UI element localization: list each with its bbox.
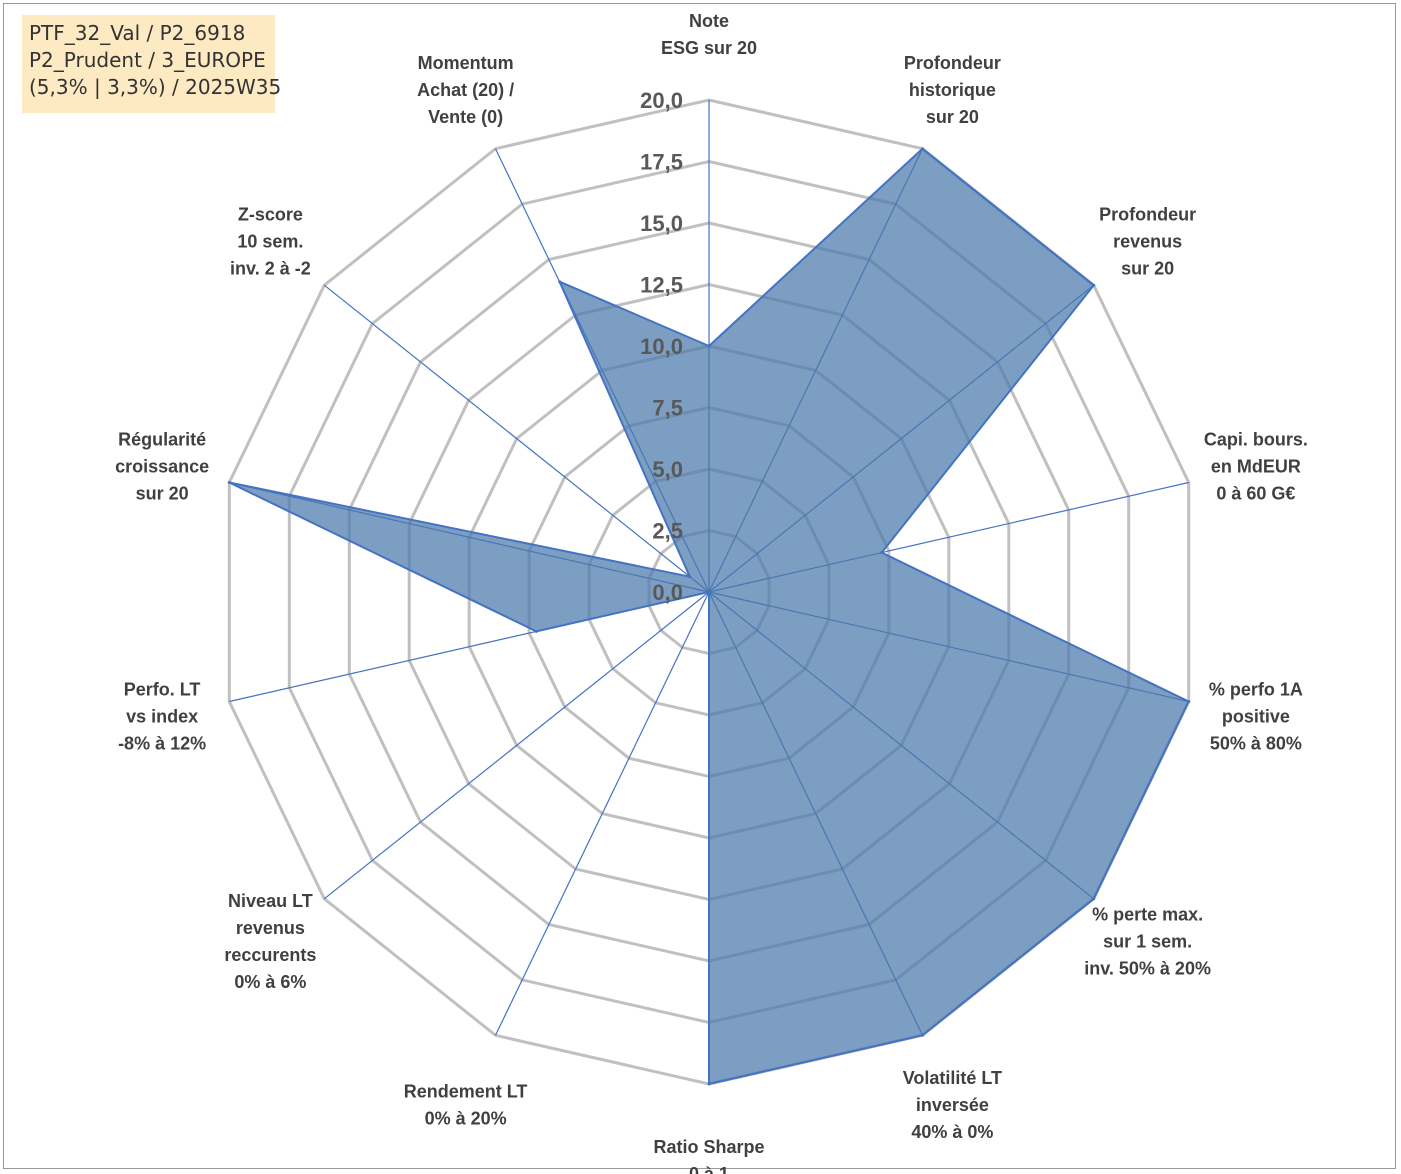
axis-label-9-line-1: revenus [236, 918, 305, 938]
axis-label-7-line-0: Ratio Sharpe [653, 1137, 764, 1157]
data-point-12 [688, 575, 692, 579]
axis-label-7: Ratio Sharpe 0 à 1 [653, 1137, 764, 1174]
data-point-10 [534, 629, 538, 633]
tick-label-2: 5,0 [652, 457, 683, 482]
axis-label-11-line-2: sur 20 [136, 484, 189, 504]
axis-label-10-line-1: vs index [126, 706, 198, 726]
data-point-1 [921, 147, 924, 151]
axis-label-6-line-0: Volatilité LT [903, 1068, 1002, 1088]
axis-label-9-line-2: reccurents [224, 945, 316, 965]
tick-label-7: 17,5 [640, 150, 683, 175]
tick-label-3: 7,5 [652, 396, 683, 421]
axis-label-13-line-0: Momentum [418, 53, 514, 73]
axis-label-1-line-2: sur 20 [926, 107, 979, 127]
tick-label-0: 0,0 [652, 580, 683, 605]
axis-label-4-line-2: 50% à 80% [1210, 733, 1302, 753]
axis-label-1-line-1: historique [909, 80, 996, 100]
axis-label-12: Z-score 10 sem. inv. 2 à -2 [230, 205, 311, 279]
axis-label-5-line-2: inv. 50% à 20% [1084, 958, 1211, 978]
axis-label-10: Perfo. LT vs index -8% à 12% [118, 679, 206, 753]
axis-label-2-line-2: sur 20 [1121, 259, 1174, 279]
data-point-2 [1092, 283, 1096, 287]
axis-label-9-line-3: 0% à 6% [234, 972, 306, 992]
axis-label-6-line-1: inversée [916, 1095, 989, 1115]
series-area-0 [228, 147, 1190, 1085]
axis-label-2-line-1: revenus [1113, 232, 1182, 252]
axis-label-3-line-0: Capi. bours. [1204, 430, 1308, 450]
info-line-portfolio: PTF_32_Val / P2_6918 [29, 21, 246, 45]
axis-label-0-line-0: Note [689, 11, 729, 31]
axis-label-5-line-0: % perte max. [1092, 904, 1203, 924]
axis-label-2: Profondeur revenus sur 20 [1099, 205, 1196, 279]
axis-label-4-line-1: positive [1222, 706, 1290, 726]
data-point-13 [558, 280, 562, 284]
axis-label-0: Note ESG sur 20 [661, 11, 757, 58]
tick-label-8: 20,0 [640, 88, 683, 113]
axis-label-3-line-1: en MdEUR [1211, 457, 1301, 477]
axis-label-8-line-0: Rendement LT [404, 1081, 528, 1101]
axis-label-11-line-0: Régularité [118, 430, 206, 450]
axis-label-2-line-0: Profondeur [1099, 205, 1196, 225]
axis-label-9-line-0: Niveau LT [228, 891, 313, 911]
axis-label-3: Capi. bours. en MdEUR 0 à 60 G€ [1204, 430, 1308, 504]
axis-label-0-line-1: ESG sur 20 [661, 38, 757, 58]
axis-label-12-line-1: 10 sem. [237, 232, 303, 252]
axis-label-13: Momentum Achat (20) / Vente (0) [417, 53, 514, 127]
axis-label-7-line-1: 0 à 1 [689, 1164, 729, 1174]
tick-label-4: 10,0 [640, 334, 683, 359]
axis-label-5: % perte max. sur 1 sem. inv. 50% à 20% [1084, 904, 1211, 978]
tick-label-1: 2,5 [652, 519, 683, 544]
axis-spoke-12 [323, 284, 710, 593]
data-point-6 [921, 1033, 924, 1037]
axis-label-10-line-2: -8% à 12% [118, 733, 206, 753]
tick-label-6: 15,0 [640, 211, 683, 236]
axis-label-6: Volatilité LT inversée 40% à 0% [903, 1068, 1002, 1142]
axis-label-11: Régularité croissance sur 20 [115, 430, 209, 504]
axis-label-1: Profondeur historique sur 20 [904, 53, 1001, 127]
data-point-5 [1092, 897, 1096, 901]
axis-spoke-8 [494, 591, 710, 1036]
axis-label-4: % perfo 1A positive 50% à 80% [1209, 679, 1303, 753]
data-point-0 [707, 344, 711, 348]
tick-label-5: 12,5 [640, 273, 683, 298]
series-layer [227, 147, 1191, 1086]
axis-spoke-9 [323, 591, 710, 900]
axis-label-10-line-0: Perfo. LT [124, 679, 201, 699]
data-point-4 [1187, 700, 1191, 703]
portfolio-info-box: PTF_32_Val / P2_6918 P2_Prudent / 3_EURO… [22, 15, 282, 113]
axis-label-5-line-1: sur 1 sem. [1103, 931, 1192, 951]
axis-label-13-line-2: Vente (0) [428, 107, 503, 127]
axis-label-3-line-2: 0 à 60 G€ [1216, 484, 1295, 504]
data-point-11 [227, 481, 231, 484]
axis-label-8-line-1: 0% à 20% [425, 1108, 507, 1128]
axis-label-12-line-0: Z-score [238, 205, 303, 225]
axis-label-9: Niveau LT revenus reccurents 0% à 6% [224, 891, 316, 992]
data-point-7 [707, 1082, 711, 1086]
tick-labels: 0,0 2,5 5,0 7,5 10,0 12,5 15,0 17,5 20,0 [640, 88, 683, 605]
data-point-3 [880, 551, 884, 555]
info-line-period: (5,3% | 3,3%) / 2025W35 [29, 75, 282, 99]
axis-label-4-line-0: % perfo 1A [1209, 679, 1303, 699]
axis-label-1-line-0: Profondeur [904, 53, 1001, 73]
axis-label-12-line-2: inv. 2 à -2 [230, 259, 311, 279]
data-point-9 [707, 590, 711, 594]
axis-label-6-line-2: 40% à 0% [911, 1122, 993, 1142]
axis-label-11-line-1: croissance [115, 457, 209, 477]
axis-label-8: Rendement LT 0% à 20% [404, 1081, 528, 1128]
axis-labels: Note ESG sur 20 Profondeur historique sur 20… [115, 11, 1308, 1174]
info-line-profile: P2_Prudent / 3_EUROPE [29, 48, 266, 72]
axis-label-13-line-1: Achat (20) / [417, 80, 514, 100]
